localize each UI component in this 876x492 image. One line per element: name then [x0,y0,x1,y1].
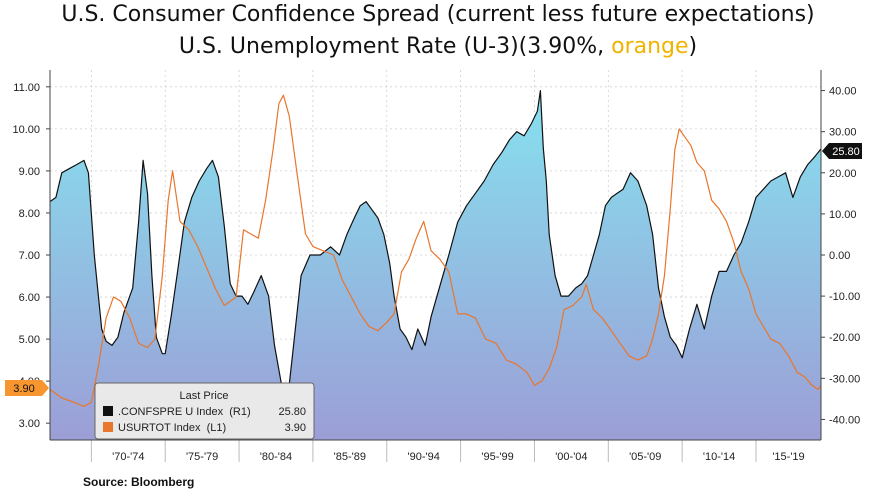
legend-background [94,382,315,440]
legend-value-confidence: 25.80 [278,406,306,418]
left-axis-tick-label: 6.00 [19,292,40,304]
x-axis-tick-label: '05-'09 [629,451,661,463]
right-axis-tick-label: -20.00 [829,332,860,344]
chart-canvas: 11.0010.009.008.007.006.005.004.003.0040… [5,70,862,463]
right-axis-tick-label: -30.00 [829,373,860,385]
axes: 11.0010.009.008.007.006.005.004.003.0040… [12,70,860,463]
left-marker-shape [5,380,49,396]
left-axis-tick-label: 7.00 [19,250,40,262]
right-axis-tick-label: 40.00 [829,86,857,98]
left-axis-tick-label: 8.00 [19,208,40,220]
chart-title-line2: U.S. Unemployment Rate (U-3)(3.90%, oran… [0,34,876,59]
right-marker-label: 25.80 [832,146,860,158]
right-axis-tick-label: 30.00 [829,127,857,139]
chart-title-line2-highlight: orange [611,34,689,59]
legend-swatch-confidence [103,406,113,416]
left-axis-tick-label: 11.00 [13,82,40,94]
legend-label-unemployment: USURTOT Index (L1) [118,422,226,434]
chart-title-line1: U.S. Consumer Confidence Spread (current… [61,2,815,27]
left-axis-tick-label: 5.00 [19,334,40,346]
legend-value-unemployment: 3.90 [285,422,306,434]
right-axis-tick-label: 20.00 [829,168,857,180]
legend-label-confidence: .CONFSPRE U Index (R1) [118,406,251,418]
source-note: Source: Bloomberg [83,475,195,489]
x-axis-tick-label: '80-'84 [260,451,292,463]
x-axis-tick-label: '90-'94 [408,451,440,463]
left-axis-tick-label: 3.00 [19,418,40,430]
plot-area [49,90,822,440]
right-marker-shape [822,143,862,159]
x-axis-tick-label: '00-'04 [555,451,587,463]
right-axis-tick-label: 10.00 [829,209,857,221]
right-axis-tick-label: -10.00 [829,291,860,303]
x-axis-tick-label: '95-'99 [481,451,513,463]
chart-title-line2-prefix: U.S. Unemployment Rate (U-3)(3.90%, [178,34,612,59]
legend-box: Last Price .CONFSPRE U Index (R1) 25.80 … [94,382,315,440]
last-value-marker-left: 3.90 [5,380,49,396]
x-axis-tick-label: '75-'79 [186,451,218,463]
confidence-spread-line [49,90,822,412]
last-value-marker-right: 25.80 [822,143,862,159]
chart-title-line2-suffix: ) [688,34,698,59]
x-axis-tick-label: '15-'19 [772,451,804,463]
unemployment-rate-line [49,94,822,407]
left-axis-tick-label: 10.00 [12,124,40,136]
x-axis-tick-label: '10-'14 [703,451,735,463]
right-axis-tick-label: 0.00 [829,250,850,262]
right-axis-tick-label: -40.00 [829,414,860,426]
left-marker-label: 3.90 [13,383,34,395]
x-axis-tick-label: '70-'74 [112,451,144,463]
legend-swatch-unemployment [103,422,113,432]
legend-title: Last Price [180,390,229,402]
x-axis-tick-label: '85-'89 [334,451,366,463]
left-axis-tick-label: 9.00 [19,166,40,178]
